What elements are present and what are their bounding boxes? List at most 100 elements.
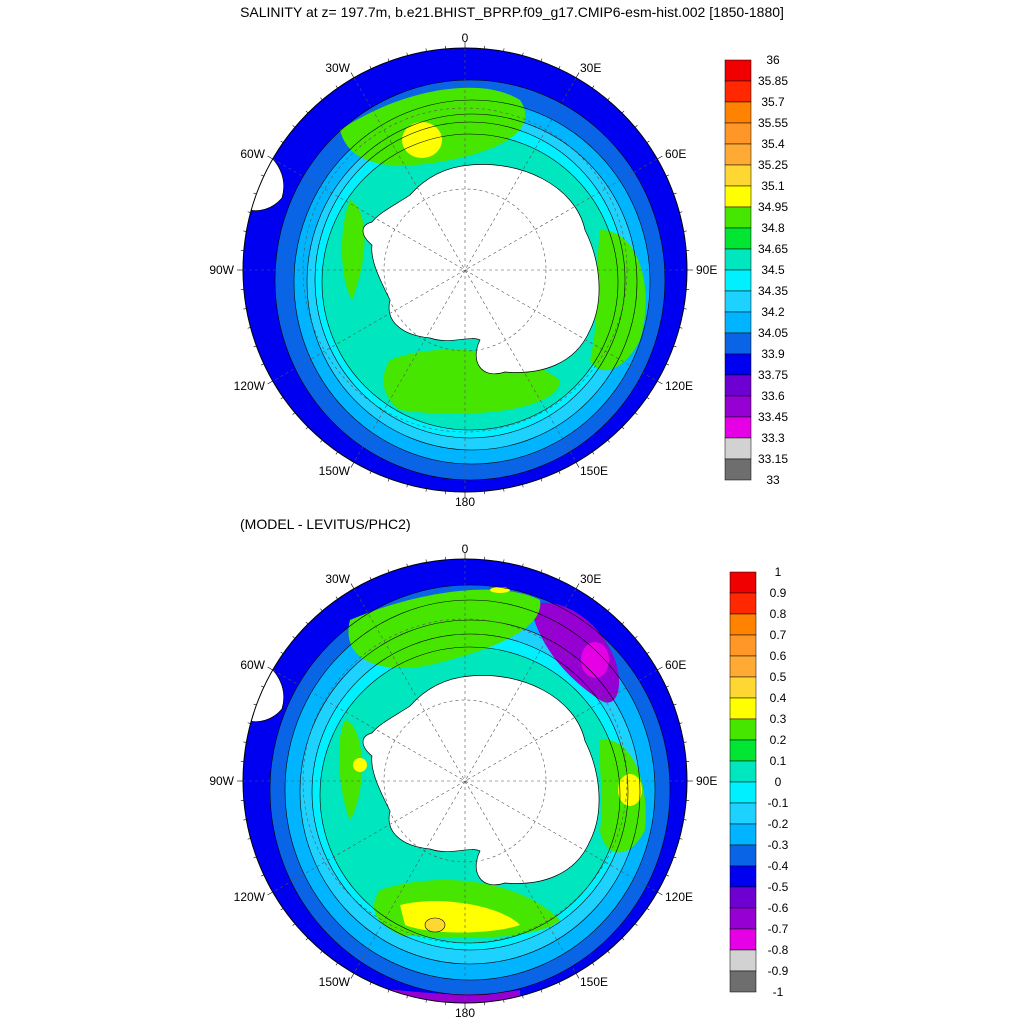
difference-colorbar-swatch xyxy=(729,865,757,888)
difference-colorbar-swatch xyxy=(729,781,757,804)
difference-colorbar-swatch xyxy=(729,697,757,720)
lon-label-90e: 90E xyxy=(696,774,717,788)
salinity-colorbar-label: 33.6 xyxy=(761,389,785,403)
salinity-colorbar-swatch xyxy=(724,164,752,187)
difference-colorbar-label: 0 xyxy=(775,775,782,789)
salinity-colorbar-label: 35.25 xyxy=(758,158,788,172)
salinity-colorbar-label: 34.8 xyxy=(761,221,785,235)
longitude-labels-bottom: 0 30E 60E 90E 120E 150E 180 150W 120W 90… xyxy=(209,542,717,1020)
difference-colorbar-swatch xyxy=(729,802,757,825)
difference-colorbar-label: -0.1 xyxy=(768,796,789,810)
salinity-colorbar-label: 35.7 xyxy=(761,95,785,109)
difference-field xyxy=(243,559,687,1003)
lon-label-60e: 60E xyxy=(665,658,686,672)
difference-colorbar-label: -0.8 xyxy=(768,943,789,957)
salinity-colorbar: 36 35.85 35.7 35.55 35.4 35.25 35.1 34.95 34.8 34… xyxy=(724,53,788,487)
difference-colorbar-label: -0.4 xyxy=(768,859,789,873)
lon-label-180: 180 xyxy=(455,495,475,509)
difference-colorbar-label: 0.4 xyxy=(770,691,787,705)
difference-colorbar-label: 1 xyxy=(775,565,782,579)
salinity-colorbar-swatch xyxy=(724,59,752,82)
lon-label-30e: 30E xyxy=(580,61,601,75)
difference-colorbar-swatch xyxy=(729,823,757,846)
difference-colorbar-label: 0.5 xyxy=(770,670,787,684)
salinity-field xyxy=(243,48,687,492)
salinity-colorbar-swatch xyxy=(724,332,752,355)
difference-colorbar-swatch xyxy=(729,613,757,636)
salinity-colorbar-swatch xyxy=(724,311,752,334)
salinity-colorbar-swatch xyxy=(724,101,752,124)
difference-colorbar-swatch xyxy=(729,655,757,678)
difference-colorbar-label: -0.3 xyxy=(768,838,789,852)
lon-label-30w: 30W xyxy=(325,572,350,586)
difference-colorbar-label: -0.5 xyxy=(768,880,789,894)
salinity-colorbar-swatch xyxy=(724,437,752,460)
difference-colorbar-label: -0.7 xyxy=(768,922,789,936)
difference-colorbar-swatch xyxy=(729,949,757,972)
salinity-colorbar-label: 35.85 xyxy=(758,74,788,88)
salinity-colorbar-label: 34.05 xyxy=(758,326,788,340)
lon-label-0: 0 xyxy=(462,31,469,45)
lon-label-0: 0 xyxy=(462,542,469,556)
difference-colorbar-swatch xyxy=(729,592,757,615)
lon-label-30w: 30W xyxy=(325,61,350,75)
lon-label-120w: 120W xyxy=(234,890,266,904)
top-panel-title: SALINITY at z= 197.7m, b.e21.BHIST_BPRP.… xyxy=(240,4,784,20)
salinity-colorbar-swatch xyxy=(724,122,752,145)
salinity-colorbar-label: 34.95 xyxy=(758,200,788,214)
salinity-colorbar-swatch xyxy=(724,290,752,313)
salinity-colorbar-swatch xyxy=(724,395,752,418)
salinity-colorbar-label: 33.15 xyxy=(758,452,788,466)
difference-colorbar-label: 0.8 xyxy=(770,607,787,621)
difference-colorbar-label: -0.2 xyxy=(768,817,789,831)
difference-colorbar-label: -0.9 xyxy=(768,964,789,978)
lon-label-30e: 30E xyxy=(580,572,601,586)
lon-label-150w: 150W xyxy=(319,464,351,478)
bottom-panel-title: (MODEL - LEVITUS/PHC2) xyxy=(240,516,411,532)
salinity-colorbar-swatch xyxy=(724,185,752,208)
salinity-colorbar-label: 36 xyxy=(766,53,780,67)
difference-colorbar-swatch xyxy=(729,739,757,762)
salinity-colorbar-swatch xyxy=(724,416,752,439)
salinity-colorbar-label: 33.3 xyxy=(761,431,785,445)
longitude-labels-top: 0 30E 60E 90E 120E 150E 180 150W 120W 90… xyxy=(209,31,717,509)
difference-colorbar-label: 0.2 xyxy=(770,733,787,747)
difference-colorbar-label: 0.7 xyxy=(770,628,787,642)
difference-colorbar-label: 0.6 xyxy=(770,649,787,663)
salinity-colorbar-swatch xyxy=(724,206,752,229)
difference-colorbar-swatch xyxy=(729,844,757,867)
difference-colorbar-label: 0.1 xyxy=(770,754,787,768)
salinity-colorbar-swatch xyxy=(724,80,752,103)
lon-label-120w: 120W xyxy=(234,379,266,393)
lon-label-90w: 90W xyxy=(209,263,234,277)
lon-label-60e: 60E xyxy=(665,147,686,161)
salinity-colorbar-swatch xyxy=(724,458,752,481)
lon-label-150e: 150E xyxy=(580,975,608,989)
salinity-colorbar-label: 34.5 xyxy=(761,263,785,277)
difference-colorbar-label: -0.6 xyxy=(768,901,789,915)
salinity-colorbar-label: 35.55 xyxy=(758,116,788,130)
salinity-colorbar-label: 34.65 xyxy=(758,242,788,256)
salinity-colorbar-swatch xyxy=(724,143,752,166)
lon-label-150w: 150W xyxy=(319,975,351,989)
lon-label-60w: 60W xyxy=(240,147,265,161)
lon-label-150e: 150E xyxy=(580,464,608,478)
salinity-colorbar-label: 34.35 xyxy=(758,284,788,298)
salinity-colorbar-label: 33.75 xyxy=(758,368,788,382)
salinity-colorbar-label: 33.45 xyxy=(758,410,788,424)
lon-label-180: 180 xyxy=(455,1006,475,1020)
difference-colorbar: 1 0.9 0.8 0.7 0.6 0.5 0.4 0.3 0.2 0.1 0 -0.1 -0.2 -0.… xyxy=(729,565,789,999)
salinity-colorbar-label: 33 xyxy=(766,473,780,487)
lon-label-90w: 90W xyxy=(209,774,234,788)
salinity-colorbar-swatch xyxy=(724,269,752,292)
lon-label-60w: 60W xyxy=(240,658,265,672)
salinity-colorbar-swatch xyxy=(724,227,752,250)
salinity-difference-map: 0 30E 60E 90E 120E 150E 180 150W 120W 90… xyxy=(209,542,717,1020)
difference-colorbar-label: -1 xyxy=(773,985,784,999)
difference-colorbar-swatch xyxy=(729,886,757,909)
difference-colorbar-swatch xyxy=(729,676,757,699)
difference-colorbar-swatch xyxy=(729,970,757,993)
salinity-colorbar-label: 35.1 xyxy=(761,179,785,193)
lon-label-120e: 120E xyxy=(665,379,693,393)
